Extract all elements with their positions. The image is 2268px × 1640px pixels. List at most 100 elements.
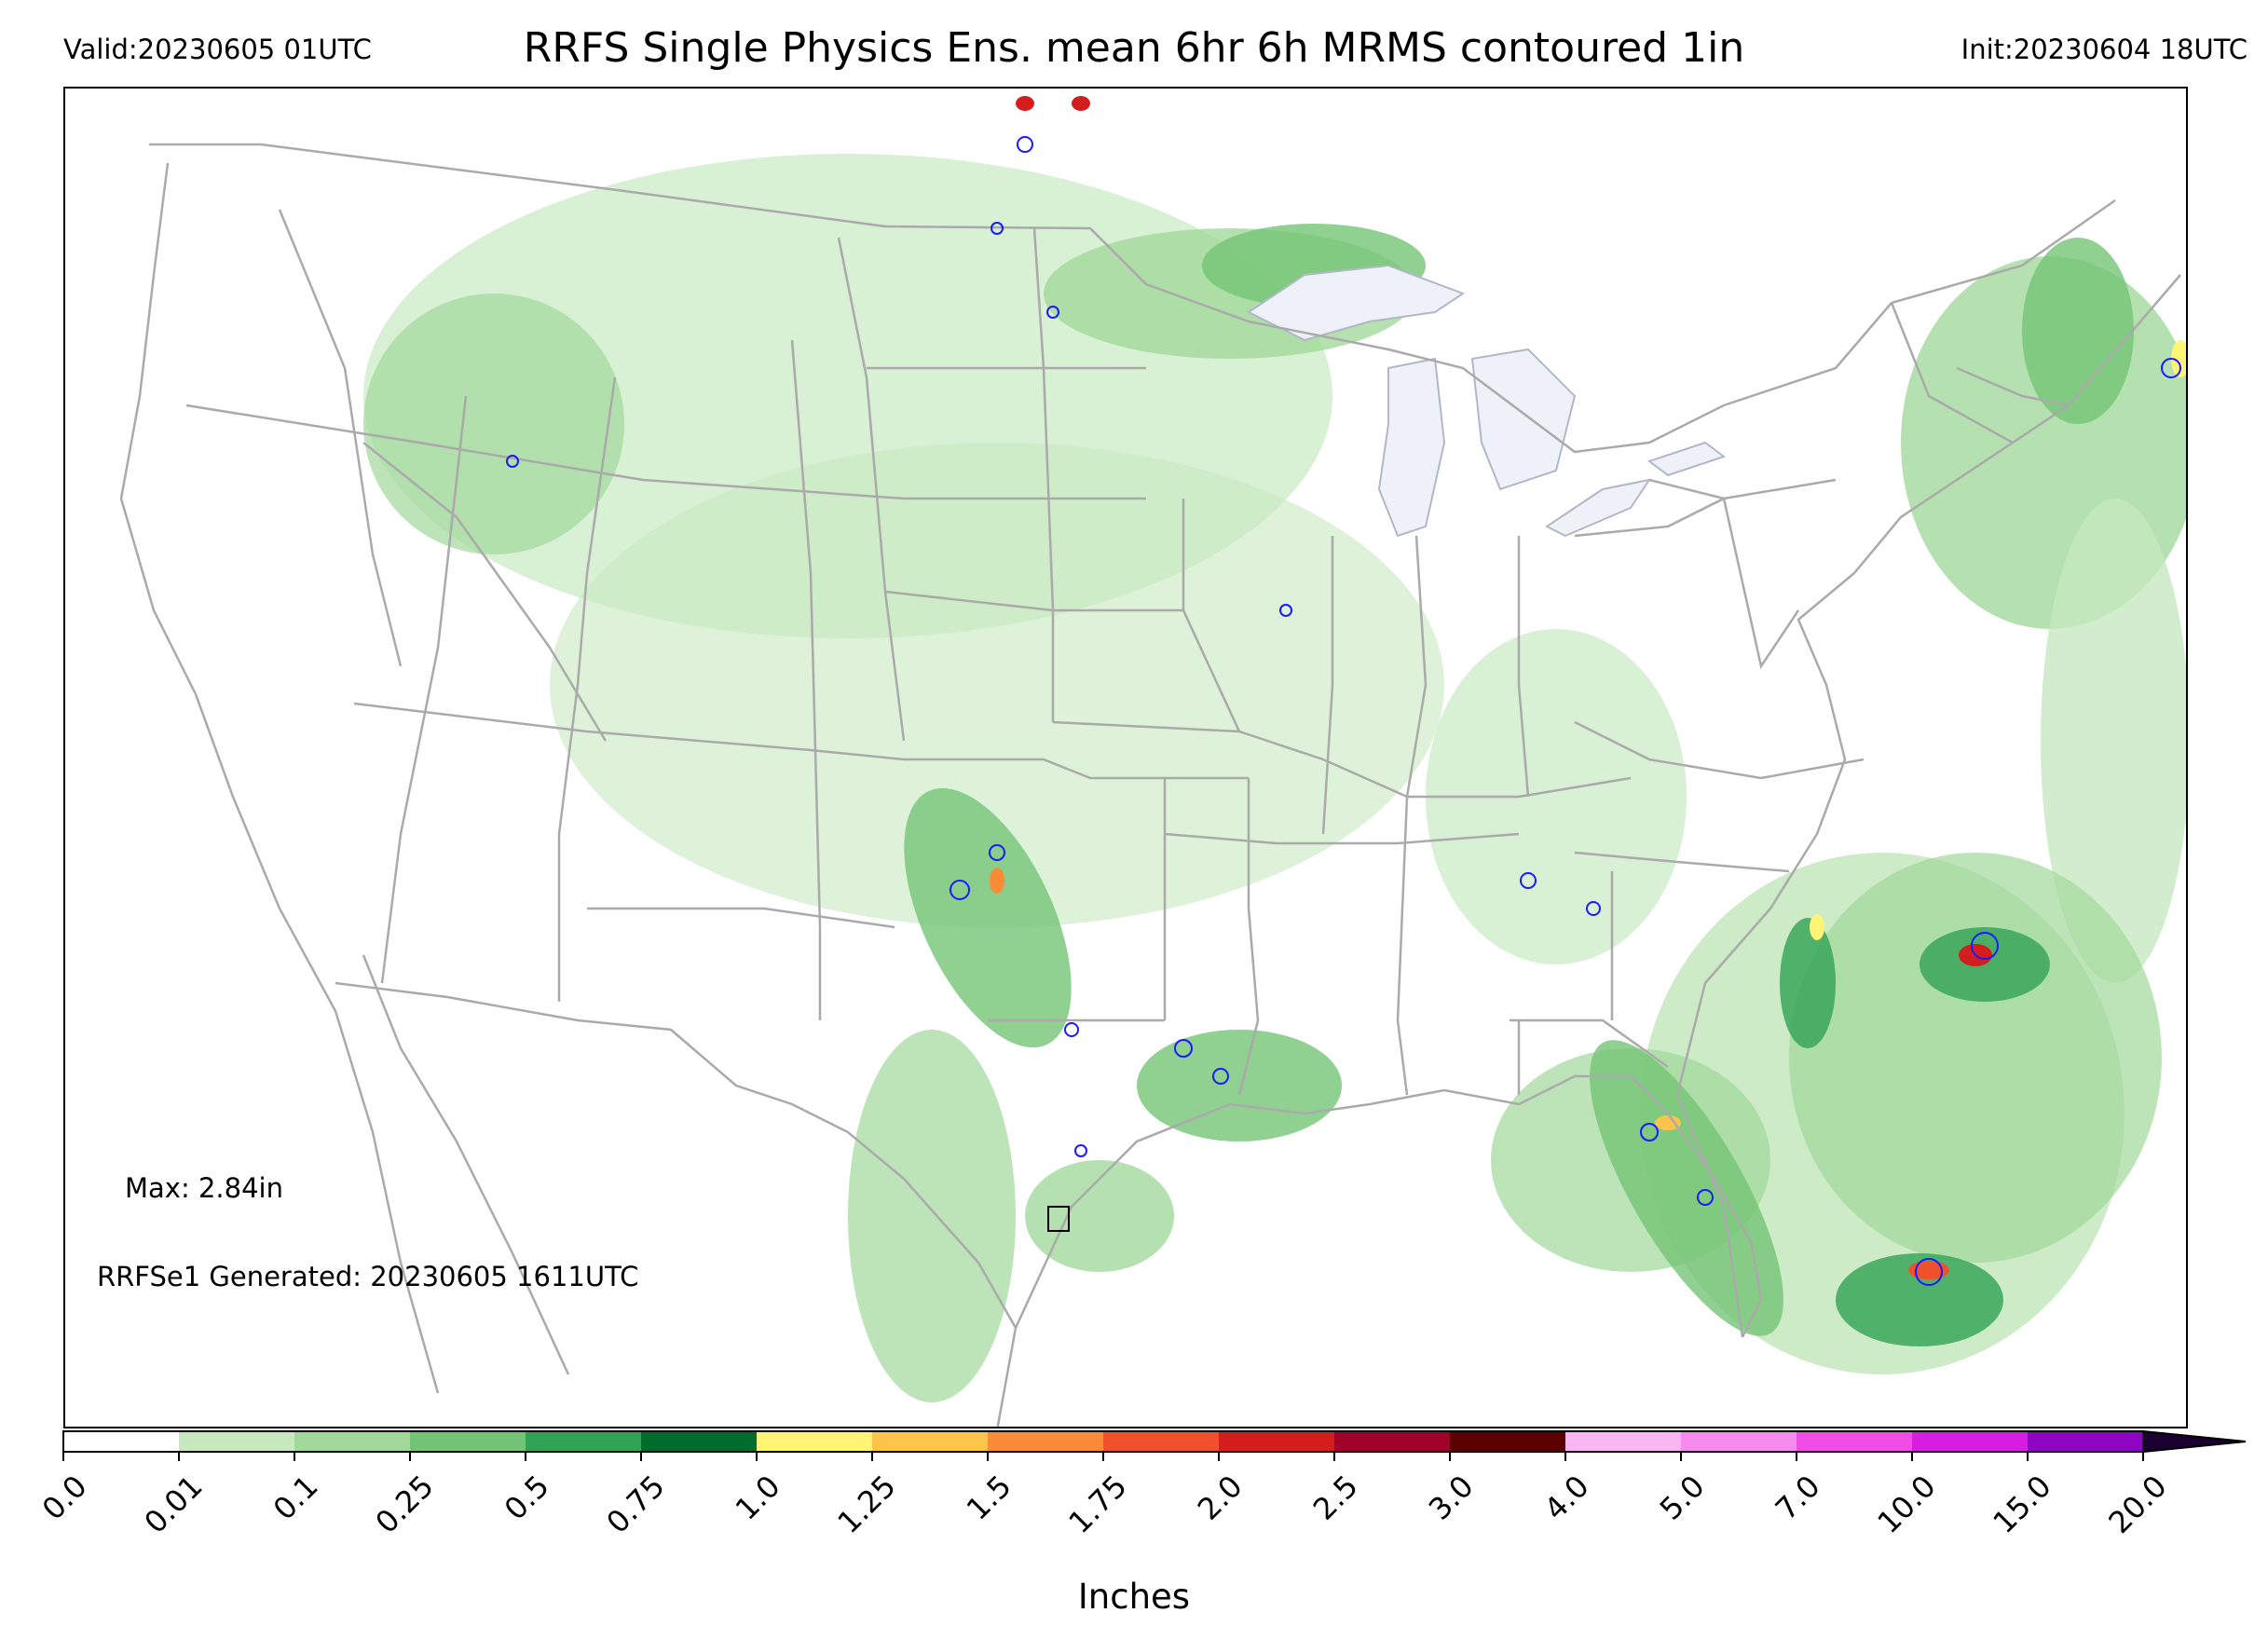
state-line [1574,851,1790,873]
max-value-label: Max: 2.84in [125,1172,283,1204]
great-lakes [1247,264,1727,538]
state-line [380,395,468,984]
colorbar-tick-label: 15.0 [1986,1469,2057,1540]
mrms-contours [506,136,2181,1286]
colorbar-segment [1797,1431,1913,1452]
colorbar-segment [872,1431,989,1452]
contour [1697,1189,1714,1206]
contour [1046,306,1059,319]
colorbar-segment [988,1431,1104,1452]
contour [1064,1022,1079,1037]
colorbar-segment [1450,1431,1566,1452]
state-line [904,758,1249,780]
state-line [1890,302,2014,444]
colorbar-tick-label: 2.0 [1191,1469,1250,1527]
lake-huron [1470,348,1577,491]
colorbar: 0.0 0.01 0.1 0.25 0.5 0.75 1.0 1.25 1.5 1.75 2.0 2.… [35,1429,2247,1540]
colorbar-tick-label: 7.0 [1769,1469,1827,1527]
state-line [1237,778,1260,1096]
boundaries [119,143,2181,1427]
contour [991,222,1004,235]
lake-ontario [1646,441,1727,477]
colorbar-segment [641,1431,758,1452]
contour [1174,1039,1193,1058]
precip-core [1016,96,1034,111]
precip-area [1590,1040,1783,1336]
precip-area [904,787,1072,1048]
colorbar-segment [294,1431,411,1452]
west-coast [119,162,440,1394]
lake-erie [1545,478,1652,538]
colorbar-tick-label: 0.1 [266,1469,325,1527]
precip-shading [363,96,2186,1402]
mexico-border [335,981,1018,1427]
colorbar-segment [1334,1431,1451,1452]
contour [950,880,970,900]
colorbar-tick-label: 0.5 [498,1469,556,1527]
contour [989,844,1005,861]
state-line [185,403,1146,500]
colorbar-tick-label: 0.01 [137,1469,209,1540]
contour [1586,901,1601,916]
precip-area [1426,629,1687,964]
contour [1640,1123,1659,1141]
precip-core [1655,1115,1681,1130]
lake-michigan [1377,357,1446,538]
contour [1212,1068,1229,1085]
precip-core [1810,914,1824,940]
max-location-box [1047,1206,1070,1232]
contour [2161,358,2181,378]
precip-area [363,294,624,554]
colorbar-segment [1681,1431,1797,1452]
state-line [557,376,617,1002]
colorbar-tick-label: 5.0 [1653,1469,1712,1527]
state-line [1182,499,1241,732]
precip-core [990,868,1004,894]
colorbar-tick-label: 10.0 [1870,1469,1942,1540]
colorbar-tick-label: 1.75 [1061,1469,1133,1540]
precip-core [2171,340,2186,377]
init-time-label: Init:20230604 18UTC [1961,34,2248,65]
state-line [1510,1018,1669,1069]
state-line [587,907,895,929]
contour [1915,1258,1943,1286]
east-coast [1675,274,2181,1338]
precip-area [1780,918,1836,1048]
state-line [1321,536,1334,835]
precip-area [1836,1253,2003,1346]
colorbar-segment [1912,1431,2029,1452]
precip-area [1025,1160,1174,1272]
colorbar-tick-label: 1.25 [830,1469,902,1540]
state-line [1517,536,1530,798]
colorbar-label: Inches [1077,1577,1191,1617]
colorbar-segment [63,1431,180,1452]
colorbar-segment [1565,1431,1682,1452]
baja-coast [362,954,570,1375]
colorbar-segment [757,1431,873,1452]
colorbar-tick-label: 1.5 [960,1469,1018,1527]
precip-area [2022,238,2134,424]
state-line [1956,366,2070,407]
colorbar-tick-label: 2.5 [1306,1469,1365,1527]
contour [506,455,519,468]
contour [1074,1144,1087,1157]
contour [1017,136,1033,153]
colorbar-tick-label: 1.0 [729,1469,787,1527]
colorbar-segment [526,1431,642,1452]
state-line [1164,832,1520,845]
precipitation-map [119,96,2186,1427]
colorbar-tick-label: 0.25 [368,1469,440,1540]
state-line [837,237,906,742]
colorbar-tick-label: 4.0 [1537,1469,1596,1527]
colorbar-segment [410,1431,526,1452]
colorbar-tick-label: 3.0 [1422,1469,1481,1527]
state-line [884,590,1183,612]
colorbar-segment [2028,1431,2144,1452]
state-line [1574,720,1865,780]
map-panel: Max: 2.84in RRFSe1 Generated: 20230605 1… [63,87,2188,1428]
precip-area [550,443,1444,927]
lake-superior [1247,264,1466,342]
precip-area [848,1030,1016,1402]
state-line [1574,497,1725,538]
precip-area [1789,853,2162,1263]
